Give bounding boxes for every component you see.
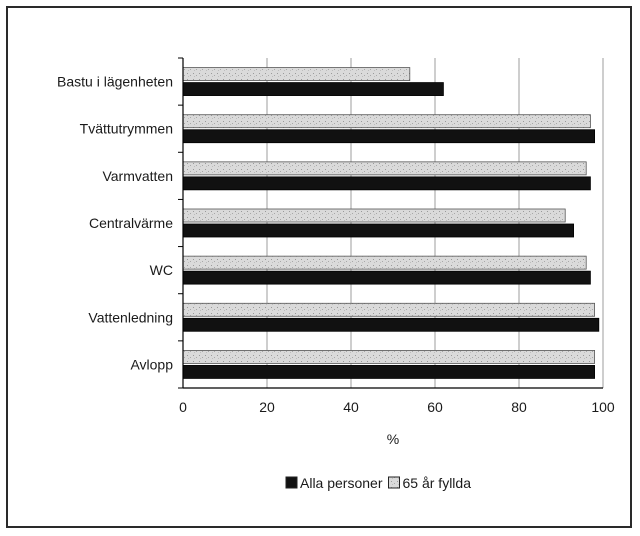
grid-lines xyxy=(266,58,604,388)
category-label-6: Avlopp xyxy=(130,356,173,372)
category-label-2: Varmvatten xyxy=(102,168,173,184)
bar-65-ar-fyllda-5 xyxy=(182,302,596,317)
legend: Alla personer 65 år fyllda xyxy=(285,475,472,491)
legend-label-1: 65 år fyllda xyxy=(403,475,472,491)
x-tick-label-0: 0 xyxy=(179,399,187,415)
bar-alla-personer-4 xyxy=(182,270,591,285)
category-label-1: Tvättutrymmen xyxy=(80,121,173,137)
category-label-3: Centralvärme xyxy=(89,215,173,231)
category-label-5: Vattenledning xyxy=(88,309,173,325)
bars xyxy=(182,67,600,379)
legend-swatch-1 xyxy=(388,476,400,489)
x-tick-label-80: 80 xyxy=(511,399,527,415)
x-tick-label-20: 20 xyxy=(259,399,275,415)
category-label-0: Bastu i lägenheten xyxy=(57,74,173,90)
category-labels: Bastu i lägenheten Tvättutrymmen Varmvatte… xyxy=(57,74,173,373)
bar-alla-personer-0 xyxy=(182,82,444,96)
bar-alla-personer-6 xyxy=(182,365,596,379)
axes xyxy=(178,57,603,389)
bar-65-ar-fyllda-3 xyxy=(182,208,566,223)
x-tick-label-60: 60 xyxy=(427,399,443,415)
bar-65-ar-fyllda-1 xyxy=(182,114,591,129)
bar-alla-personer-1 xyxy=(182,129,596,144)
x-tick-label-40: 40 xyxy=(343,399,359,415)
tick-labels: 0 20 40 60 80 100 xyxy=(179,399,615,415)
x-tick-label-100: 100 xyxy=(591,399,615,415)
bar-65-ar-fyllda-2 xyxy=(182,161,587,176)
bar-alla-personer-2 xyxy=(182,176,591,191)
bar-65-ar-fyllda-4 xyxy=(182,255,587,270)
category-label-4: WC xyxy=(150,262,173,278)
legend-swatch-0 xyxy=(285,476,298,489)
bar-alla-personer-3 xyxy=(182,223,575,238)
x-axis-label: % xyxy=(387,431,399,447)
bar-alla-personer-5 xyxy=(182,317,600,332)
legend-label-0: Alla personer xyxy=(300,475,383,491)
bar-65-ar-fyllda-0 xyxy=(182,67,411,81)
bar-65-ar-fyllda-6 xyxy=(182,350,596,364)
